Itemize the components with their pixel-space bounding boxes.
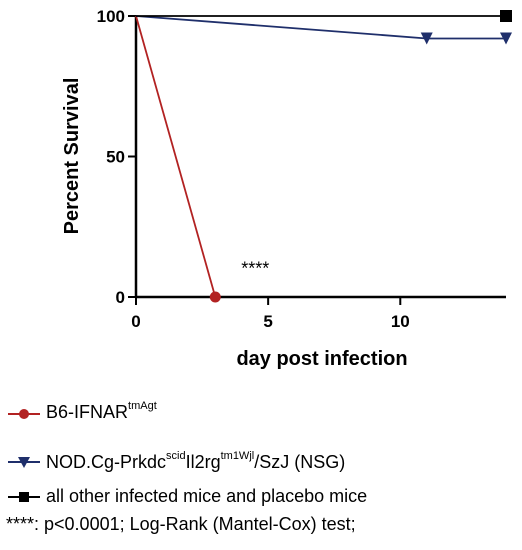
data-point-marker <box>209 291 221 303</box>
footnote: ****: p<0.0001; Log-Rank (Mantel-Cox) te… <box>6 514 356 534</box>
legend-label-nsg-sup2: tm1Wjl <box>220 450 255 462</box>
survival-chart: Percent Survival day post infection 0501… <box>61 7 512 370</box>
series-layer <box>135 10 512 303</box>
legend-item-ifnar: B6-IFNARtmAgt <box>0 400 522 426</box>
y-tick-label: 100 <box>97 7 125 26</box>
legend-swatch-other <box>8 492 40 502</box>
legend-label-nsg: NOD.Cg-PrkdcscidIl2rgtm1Wjl/SzJ (NSG) <box>46 450 346 473</box>
x-tick-label: 0 <box>131 312 140 331</box>
y-tick-label: 0 <box>116 288 125 307</box>
x-tick-label: 5 <box>263 312 272 331</box>
legend-label-nsg-part2: Il2rg <box>185 452 221 472</box>
data-point-marker <box>500 10 512 22</box>
legend-label-nsg-sup1: scid <box>166 450 186 462</box>
series-line-0 <box>135 15 217 298</box>
significance-annotation: **** <box>241 259 269 279</box>
legend-label-nsg-part1: NOD.Cg-Prkdc <box>46 452 167 472</box>
legend-item-nsg: NOD.Cg-PrkdcscidIl2rgtm1Wjl/SzJ (NSG) <box>0 450 522 476</box>
y-axis-label: Percent Survival <box>61 78 83 235</box>
y-tick-label: 50 <box>106 148 125 167</box>
legend-label-other: all other infected mice and placebo mice <box>46 486 368 506</box>
legend-label-ifnar-sup: tmAgt <box>128 400 157 412</box>
data-point-marker <box>500 32 512 45</box>
axes: 0 50 100 0 5 10 <box>97 7 506 331</box>
legend-label-nsg-part3: /SzJ (NSG) <box>254 452 346 472</box>
legend-label-ifnar-main: B6-IFNAR <box>46 402 129 422</box>
legend-swatch-nsg <box>8 457 40 468</box>
legend-swatch-ifnar <box>8 409 40 419</box>
x-tick-label: 10 <box>391 312 410 331</box>
legend-label-ifnar: B6-IFNARtmAgt <box>46 400 157 423</box>
series-line-1 <box>135 15 506 40</box>
data-point-marker <box>420 32 433 45</box>
legend-item-other: all other infected mice and placebo mice <box>0 484 522 510</box>
x-axis-label: day post infection <box>236 348 407 370</box>
